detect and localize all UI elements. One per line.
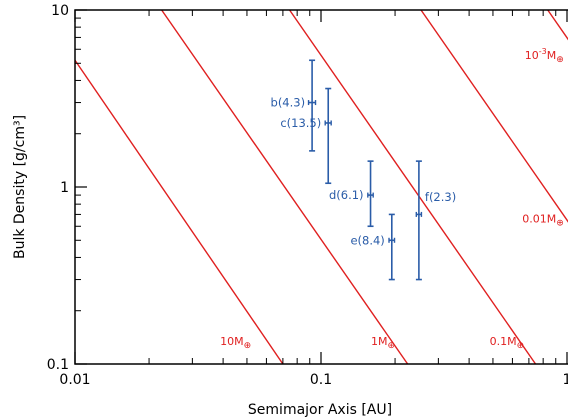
reference-line-label: 1M⊕ xyxy=(371,335,395,351)
point-label: e(8.4) xyxy=(350,233,384,247)
data-point: d(6.1) xyxy=(329,160,374,228)
point-label: d(6.1) xyxy=(329,188,364,202)
x-axis-title: Semimajor Axis [AU] xyxy=(248,402,392,418)
point-label: f(2.3) xyxy=(425,190,456,204)
reference-line-label: 0.01M⊕ xyxy=(522,213,564,229)
reference-line-label: 10M⊕ xyxy=(220,335,251,351)
reference-line xyxy=(75,59,284,364)
reference-line-labels: 10M⊕ 1M⊕ 0.1M⊕ 0.01M⊕ 10-3M⊕ xyxy=(220,47,564,351)
data-point: f(2.3) xyxy=(415,160,456,281)
y-tick-label: 10 xyxy=(51,3,69,19)
plot-frame xyxy=(74,9,568,365)
point-label: c(13.5) xyxy=(280,116,321,130)
reference-line xyxy=(161,10,409,364)
x-tick-label: 0.1 xyxy=(310,372,332,388)
reference-line xyxy=(420,10,568,223)
data-point: e(8.4) xyxy=(350,213,396,281)
x-tick-label: 1 xyxy=(563,372,568,388)
y-axis-title: Bulk Density [g/cm³] xyxy=(12,115,28,259)
reference-line xyxy=(288,10,537,364)
reference-line-label: 10-3M⊕ xyxy=(525,47,564,65)
point-label: b(4.3) xyxy=(271,96,306,110)
y-tick-label: 1 xyxy=(60,180,69,196)
data-point: c(13.5) xyxy=(280,87,332,185)
reference-line-label: 0.1M⊕ xyxy=(490,335,525,351)
y-tick-label: 0.1 xyxy=(47,357,69,373)
reference-lines xyxy=(75,10,568,364)
x-tick-label: 0.01 xyxy=(59,372,90,388)
data-point: b(4.3) xyxy=(271,59,317,152)
data-points: b(4.3) c(13.5) d(6.1) e(8.4) f(2.3) xyxy=(271,59,456,281)
